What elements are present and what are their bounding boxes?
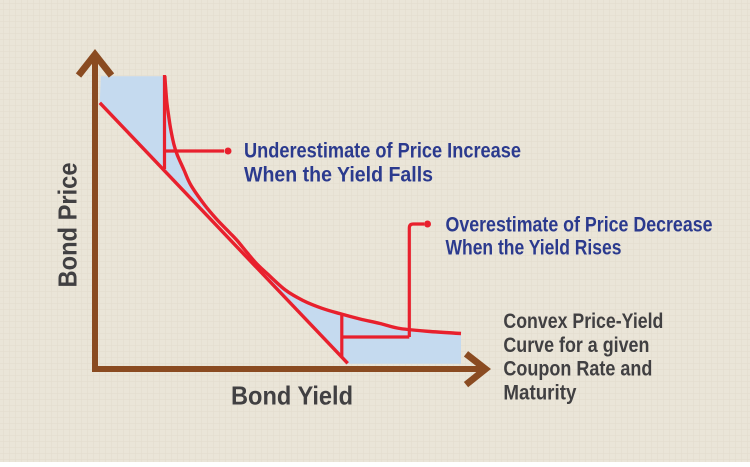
svg-text:When the Yield Rises: When the Yield Rises <box>446 237 622 260</box>
svg-text:Bond Price: Bond Price <box>53 163 83 288</box>
svg-text:When the Yield Falls: When the Yield Falls <box>244 163 433 186</box>
svg-text:Bond Yield: Bond Yield <box>231 381 353 411</box>
svg-text:Overestimate of Price Decrease: Overestimate of Price Decrease <box>446 213 713 236</box>
svg-text:Curve for a given: Curve for a given <box>503 334 649 357</box>
svg-text:Underestimate of Price Increas: Underestimate of Price Increase <box>244 140 521 163</box>
svg-text:Coupon Rate and: Coupon Rate and <box>503 358 652 381</box>
svg-text:Maturity: Maturity <box>503 381 576 404</box>
svg-text:Convex Price-Yield: Convex Price-Yield <box>503 310 663 333</box>
